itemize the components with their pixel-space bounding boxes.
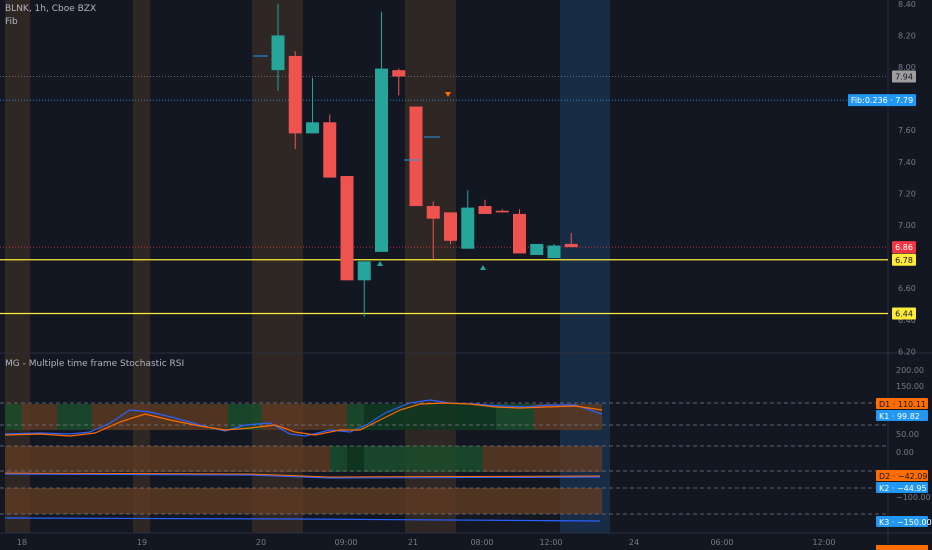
price-tag-level-678 <box>892 253 916 266</box>
time-axis-tick: 21 <box>408 538 418 547</box>
candle-body <box>392 70 406 77</box>
osc-axis-tick: 50.00 <box>896 430 919 439</box>
time-axis-tick: 12:00 <box>539 538 562 547</box>
k1-line <box>4 399 603 437</box>
osc-tag-d1 <box>876 398 928 409</box>
stoch-band-3-seg <box>5 488 602 514</box>
time-axis-tick: 18 <box>17 538 27 547</box>
price-tag-last-prev <box>892 70 916 83</box>
osc-tag-partial <box>876 545 928 550</box>
osc-tag-text-d1: D1 · 110.11 <box>879 400 926 409</box>
price-axis-tick: 6.60 <box>898 284 916 293</box>
candle-body <box>340 176 354 281</box>
candle-body <box>461 207 475 249</box>
price-axis-tick: 8.20 <box>898 31 916 40</box>
session-shade-3 <box>405 0 456 533</box>
stoch-band-1-seg <box>22 404 57 430</box>
d2-line <box>4 472 601 478</box>
selected-range-highlight <box>560 0 610 533</box>
price-axis-tick: 7.60 <box>898 126 916 135</box>
candle-body <box>288 55 302 134</box>
price-axis-tick: 7.40 <box>898 158 916 167</box>
price-axis-tick: 6.40 <box>898 316 916 325</box>
candle-body <box>530 243 544 256</box>
price-axis-tick: 8.00 <box>898 63 916 72</box>
osc-tag-k3 <box>876 516 928 527</box>
price-tag-fib-0236 <box>848 94 916 107</box>
price-axis-tick: 8.40 <box>898 0 916 9</box>
price-axis-tick: 7.20 <box>898 189 916 198</box>
stoch-band-2-seg <box>5 446 330 472</box>
candle-body <box>357 261 371 281</box>
d1-line <box>4 402 603 437</box>
osc-tag-text-d2: D2 · −42.09 <box>879 472 927 481</box>
time-axis-tick: 06:00 <box>710 538 733 547</box>
price-tag-text-level-644: 6.44 <box>895 309 913 318</box>
osc-tag-d2 <box>876 470 928 481</box>
osc-axis-tick: 150.00 <box>896 382 924 391</box>
time-axis-tick: 19 <box>137 538 147 547</box>
k2-line <box>4 473 601 479</box>
time-axis-tick: 09:00 <box>334 538 357 547</box>
time-axis-tick: 20 <box>256 538 266 547</box>
k3-line <box>4 517 601 522</box>
stoch-band-1-seg <box>5 404 22 430</box>
stoch-band-1-seg <box>57 404 92 430</box>
stoch-band-1-seg <box>228 404 262 430</box>
stoch-band-1-seg <box>364 404 496 430</box>
price-axis-tick: 6.20 <box>898 347 916 356</box>
session-shade-0 <box>5 0 30 533</box>
candle-body <box>513 213 526 254</box>
price-tag-level-644 <box>892 307 916 320</box>
candle-body <box>409 106 423 207</box>
candle-body <box>495 210 509 213</box>
buy-signal-marker <box>377 261 383 266</box>
price-tag-text-last-prev: 7.94 <box>895 72 913 81</box>
candle-body <box>306 122 319 134</box>
stoch-band-2-seg <box>483 446 602 472</box>
osc-axis-tick: 0.00 <box>896 448 914 457</box>
buy-signal-marker <box>480 265 486 270</box>
stoch-band-2-seg <box>364 446 483 472</box>
osc-axis-tick: −100.00 <box>896 493 931 502</box>
session-shade-1 <box>133 0 150 533</box>
candle-body <box>547 245 561 259</box>
time-axis-tick: 24 <box>629 538 639 547</box>
candle-body <box>444 212 457 241</box>
osc-tag-k1 <box>876 410 928 421</box>
sell-signal-marker <box>445 92 451 97</box>
osc-tag-text-k2: K2 · −44.95 <box>879 484 927 493</box>
candle-body <box>323 122 337 178</box>
stoch-rsi-indicator-label[interactable]: MG - Multiple time frame Stochastic RSI <box>5 359 185 369</box>
price-tag-text-level-678: 6.78 <box>895 256 913 265</box>
time-axis-tick: 08:00 <box>470 538 493 547</box>
candle-body <box>375 68 388 252</box>
stoch-band-2-seg <box>347 446 364 472</box>
stoch-band-2-seg <box>330 446 347 472</box>
osc-axis-tick: 200.00 <box>896 366 924 375</box>
time-axis-tick: 12:00 <box>812 538 835 547</box>
osc-tag-k2 <box>876 482 928 493</box>
price-tag-current <box>892 241 916 254</box>
candle-body <box>271 35 285 71</box>
candle-body <box>564 243 578 248</box>
price-tag-text-current: 6.86 <box>895 243 913 252</box>
candle-body <box>478 206 492 214</box>
osc-tag-text-k1: K1 · 99.82 <box>879 412 920 421</box>
candle-body <box>426 206 440 219</box>
stoch-band-1-seg <box>347 404 364 430</box>
price-axis-tick: 7.00 <box>898 221 916 230</box>
symbol-header[interactable]: BLNK, 1h, Cboe BZX <box>5 4 97 14</box>
price-tag-text-fib-0236: Fib:0.236 · 7.79 <box>851 96 913 105</box>
fib-indicator-label[interactable]: Fib <box>5 17 18 27</box>
osc-tag-text-k3: K3 · −150.00 <box>879 518 932 527</box>
